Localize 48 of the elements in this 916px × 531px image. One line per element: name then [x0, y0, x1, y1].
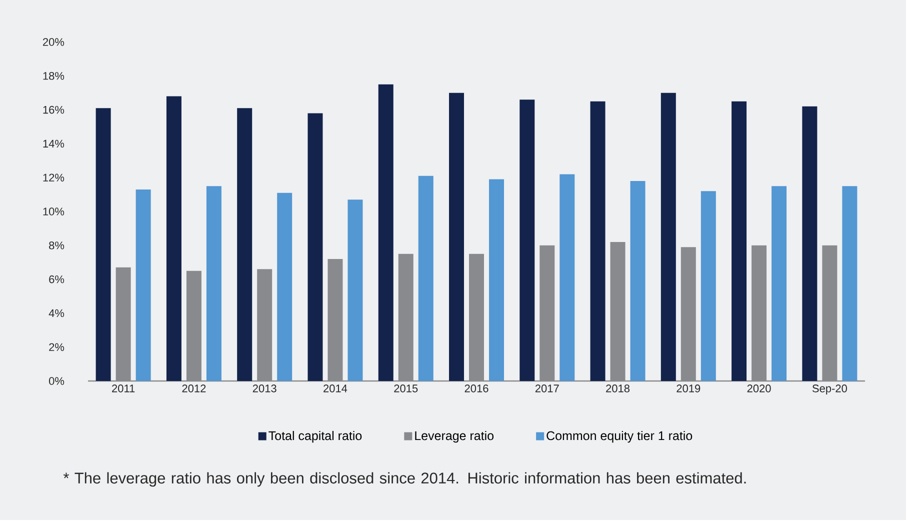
- bar: [237, 108, 252, 381]
- bar: [378, 84, 394, 381]
- bar: [630, 180, 646, 381]
- y-tick-label: 6%: [49, 275, 64, 284]
- x-tick-label: 2020: [747, 384, 771, 392]
- bar: [308, 113, 323, 381]
- y-tick-label: 18%: [43, 72, 64, 80]
- legend-label: Common equity tier 1 ratio: [546, 430, 692, 443]
- bar: [418, 176, 434, 381]
- x-tick-label: 2016: [464, 384, 488, 392]
- x-tick-label: 2018: [606, 384, 630, 392]
- y-tick-label: 4%: [48, 309, 64, 318]
- legend-label: Total capital ratio: [268, 430, 362, 443]
- y-tick-label: 12%: [43, 174, 64, 182]
- bar: [136, 189, 151, 381]
- y-tick-label: 8%: [49, 242, 64, 250]
- bar: [449, 92, 464, 381]
- y-tick-label: 20%: [43, 38, 64, 46]
- bar: [772, 186, 787, 381]
- bar: [277, 192, 292, 381]
- x-tick-label: 2012: [182, 384, 206, 392]
- x-tick-label: Sep-20: [812, 384, 847, 394]
- text: * The leverage ratio has only been disclosed since 2014. Historic information has been estimated.: [63, 472, 746, 487]
- bar: [842, 186, 858, 381]
- bar: [700, 191, 716, 381]
- bar: [166, 96, 182, 381]
- bar: [206, 186, 222, 381]
- x-tick-label: 2017: [535, 384, 559, 392]
- bar: [732, 101, 747, 381]
- legend-label: Leverage ratio: [415, 430, 494, 443]
- x-tick-label: 2014: [324, 384, 348, 392]
- bar: [590, 101, 606, 381]
- bar: [660, 92, 676, 381]
- y-tick-label: 14%: [43, 140, 64, 148]
- bar: [520, 100, 535, 381]
- x-tick-label: 2013: [252, 384, 276, 392]
- bar: [560, 174, 575, 381]
- x-tick-label: 2019: [676, 384, 700, 392]
- x-tick-label: 2011: [112, 384, 135, 392]
- x-tick-label: 2015: [394, 384, 418, 392]
- y-tick-label: 16%: [43, 106, 64, 114]
- bar: [96, 108, 111, 381]
- bar: [348, 200, 363, 381]
- y-tick-label: 2%: [49, 343, 64, 351]
- bar: [489, 179, 504, 381]
- y-tick-label: 10%: [43, 208, 64, 216]
- y-tick-label: 0%: [48, 377, 64, 385]
- bar: [802, 106, 818, 381]
